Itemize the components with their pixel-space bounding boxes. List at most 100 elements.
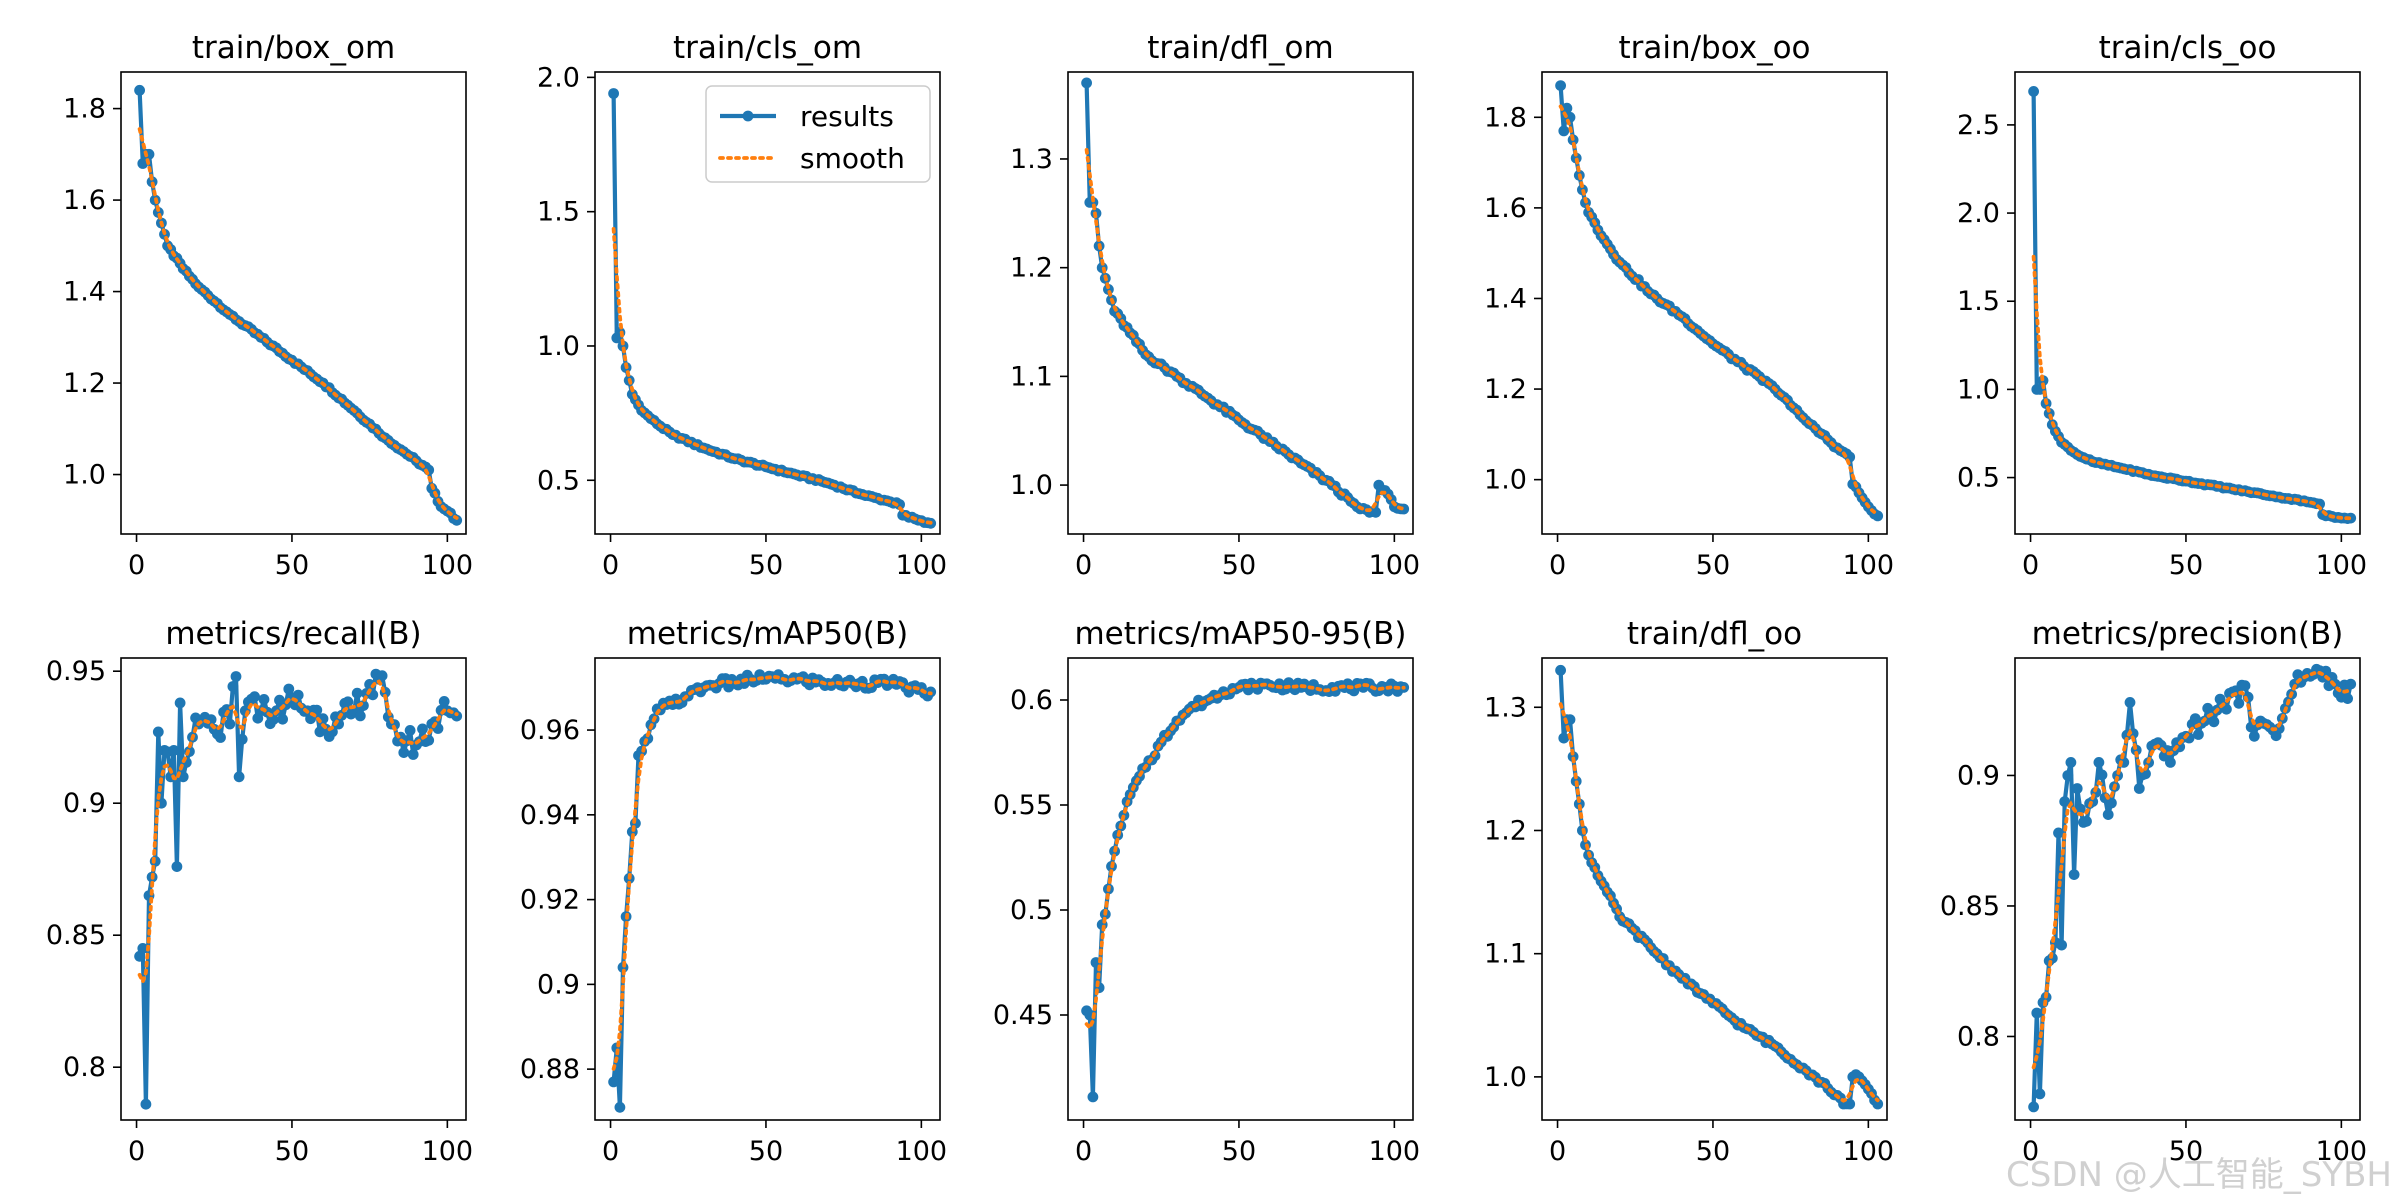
subplot-1: train/box_om 0 50 100 1.0 1.2 1.4 1.6 1.8 (63, 30, 473, 581)
x-tick-label: 0 (1549, 1136, 1566, 1167)
y-tick-label: 1.0 (1957, 374, 2000, 405)
results-point (140, 1098, 152, 1110)
y-tick-label: 1.0 (537, 331, 580, 362)
results-point (1558, 125, 1570, 137)
x-tick-label: 0 (1075, 550, 1092, 581)
y-tick-label: 1.5 (537, 197, 580, 228)
subplot-title: metrics/mAP50-95(B) (1074, 616, 1406, 652)
y-tick-label: 1.0 (1484, 1062, 1527, 1093)
axes-frame (120, 71, 467, 535)
x-tick-label: 100 (1369, 1136, 1421, 1167)
results-point (2239, 680, 2251, 692)
results-point (236, 733, 248, 745)
smooth-line (611, 675, 933, 1071)
y-tick-label: 1.2 (1484, 374, 1527, 405)
smooth-line (1558, 702, 1880, 1103)
axes-frame (2014, 657, 2361, 1121)
results-point (277, 713, 288, 725)
y-tick-label: 0.8 (63, 1052, 106, 1083)
smooth-line (611, 226, 933, 525)
smooth-line (1084, 682, 1406, 1031)
axes-frame (1541, 71, 1888, 535)
results-point (2081, 815, 2092, 827)
smooth-line (137, 127, 459, 520)
results-point (134, 84, 146, 96)
results-point (342, 696, 354, 708)
results-point (292, 689, 304, 701)
results-point (174, 697, 186, 709)
results-point (230, 671, 242, 682)
results-point (2074, 803, 2086, 815)
results-point (1558, 732, 1570, 744)
results-point (2133, 783, 2145, 794)
results-point (404, 725, 416, 736)
smooth-line (1558, 104, 1880, 516)
y-tick-label: 2.5 (1957, 110, 2000, 141)
x-tick-label: 50 (1696, 550, 1730, 581)
results-point (2053, 827, 2064, 839)
y-tick-label: 1.1 (1484, 939, 1527, 970)
y-tick-label: 0.9 (537, 969, 580, 1000)
y-tick-label: 1.0 (1484, 465, 1527, 496)
x-tick-label: 100 (422, 1136, 474, 1167)
y-tick-label: 1.6 (1484, 193, 1527, 224)
legend-smooth-label: smooth (800, 142, 905, 175)
x-tick-label: 100 (896, 550, 948, 581)
results-point (224, 718, 236, 730)
subplot-2: train/cls_om 0 50 100 0.5 1.0 1.5 2.0 results smo… (537, 30, 947, 581)
x-tick-label: 50 (275, 1136, 309, 1167)
x-tick-label: 0 (602, 550, 619, 581)
results-point (2124, 697, 2136, 708)
x-tick-label: 100 (2316, 550, 2368, 581)
x-tick-label: 0 (128, 1136, 145, 1167)
y-tick-label: 1.3 (1010, 144, 1053, 175)
results-point (617, 340, 629, 352)
x-tick-label: 50 (749, 550, 783, 581)
y-tick-label: 0.96 (520, 715, 580, 746)
results-point (2193, 729, 2204, 740)
subplot-7: metrics/mAP50(B) 0 50 100 0.88 0.9 0.92 0.94 0.9… (520, 616, 947, 1167)
x-tick-label: 100 (422, 550, 474, 581)
results-point (894, 499, 905, 510)
smooth-line (137, 679, 459, 987)
results-point (2273, 723, 2285, 734)
subplot-8: metrics/mAP50-95(B) 0 50 100 0.45 0.5 0.55 0.6 (993, 616, 1420, 1167)
subplot-4: train/box_oo 0 50 100 1.0 1.2 1.4 1.6 1.8 (1484, 30, 1894, 581)
y-tick-label: 1.3 (1484, 692, 1527, 723)
results-point (1555, 80, 1566, 91)
subplot-title: train/cls_oo (2099, 30, 2277, 66)
results-point (417, 723, 428, 735)
y-tick-label: 0.55 (993, 790, 1053, 821)
y-tick-label: 0.6 (1010, 685, 1053, 716)
x-tick-label: 100 (1843, 550, 1895, 581)
results-point (1555, 664, 1566, 676)
x-tick-label: 100 (896, 1136, 948, 1167)
legend-results-marker (742, 110, 754, 122)
results-line (1558, 85, 1879, 518)
results-point (608, 1076, 619, 1088)
results-point (1370, 506, 1382, 518)
x-tick-label: 50 (275, 550, 309, 581)
y-tick-label: 1.2 (1010, 253, 1053, 284)
y-tick-label: 0.45 (993, 1000, 1053, 1031)
results-point (1844, 1098, 1856, 1110)
results-point (1573, 798, 1585, 810)
y-tick-label: 1.2 (63, 368, 106, 399)
x-tick-label: 0 (602, 1136, 619, 1167)
x-tick-label: 0 (128, 550, 145, 581)
results-point (1872, 1098, 1884, 1110)
results-point (137, 943, 149, 954)
y-tick-label: 0.85 (1940, 891, 2000, 922)
subplot-title: metrics/mAP50(B) (627, 616, 908, 652)
results-line (1084, 82, 1404, 515)
y-tick-label: 0.5 (1957, 463, 2000, 494)
results-point (2345, 678, 2357, 690)
results-point (2028, 86, 2039, 97)
subplot-3: train/dfl_om 0 50 100 1.0 1.1 1.2 1.3 (1010, 30, 1420, 581)
y-tick-label: 0.9 (63, 788, 106, 819)
x-tick-label: 50 (749, 1136, 783, 1167)
x-tick-label: 50 (2169, 550, 2203, 581)
axes-frame (594, 657, 941, 1121)
results-point (407, 749, 419, 760)
